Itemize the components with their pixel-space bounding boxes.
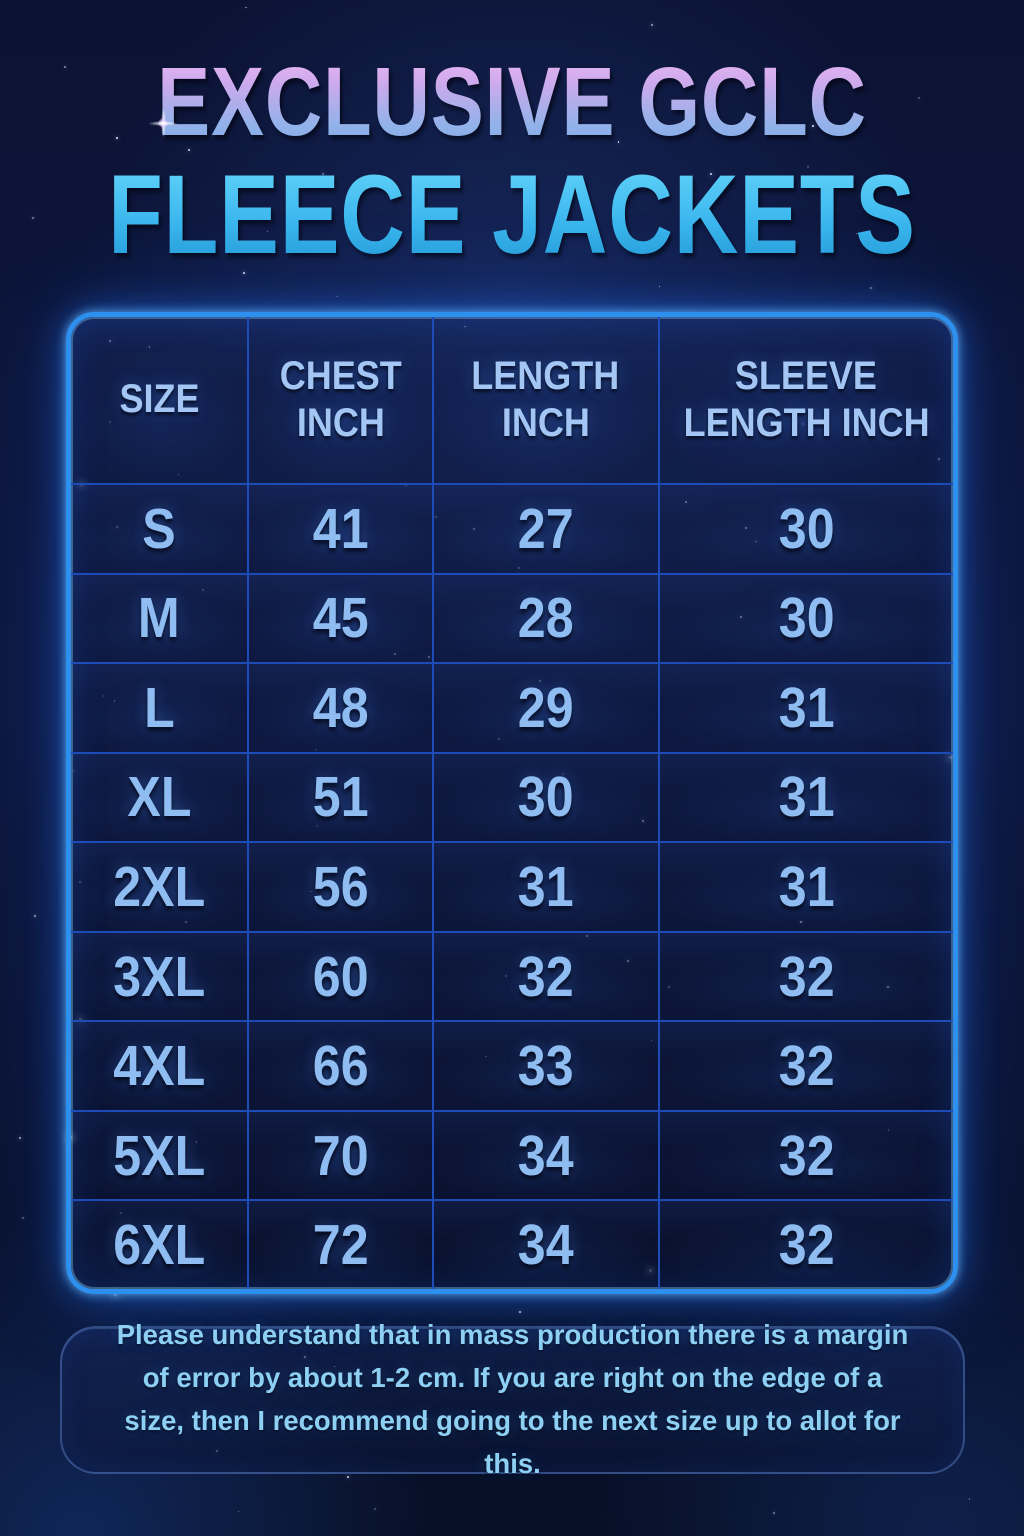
note-text: Please understand that in mass productio… <box>116 1319 909 1479</box>
header-text: LENGTH <box>471 353 620 398</box>
table-cell: 51 <box>247 751 432 842</box>
header-text: SIZE <box>119 377 200 422</box>
column-header-size: SIZE <box>71 317 248 483</box>
size-label-cell: XL <box>71 751 248 842</box>
table-cell: 60 <box>247 930 432 1021</box>
size-label-cell: M <box>71 572 248 663</box>
table-cell: 32 <box>657 1020 953 1110</box>
table-cell: 29 <box>431 662 658 752</box>
column-header-chest-inch: CHEST INCH <box>247 317 432 483</box>
header-text: INCH <box>501 401 590 445</box>
size-label-cell: 6XL <box>71 1199 248 1289</box>
size-label-cell: S <box>71 483 248 573</box>
table-cell: 30 <box>431 751 658 842</box>
table-cell: 30 <box>657 572 953 663</box>
table-cell: 32 <box>657 930 953 1021</box>
table-cell: 56 <box>247 841 432 931</box>
note-box: Please understand that in mass productio… <box>60 1319 965 1479</box>
page-title: EXCLUSIVE GCLC FLEECE JACKETS <box>0 51 1024 273</box>
table-cell: 70 <box>247 1109 432 1200</box>
header-text: LENGTH INCH <box>683 401 930 445</box>
size-label-cell: 3XL <box>71 930 248 1021</box>
table-cell: 32 <box>657 1199 953 1289</box>
table-cell: 41 <box>247 483 432 573</box>
size-label-cell: L <box>71 662 248 752</box>
table-cell: 31 <box>657 751 953 842</box>
table-cell: 34 <box>431 1199 658 1289</box>
table-cell: 31 <box>657 841 953 931</box>
table-cell: 27 <box>431 483 658 573</box>
table-cell: 32 <box>657 1109 953 1200</box>
table-cell: 48 <box>247 662 432 752</box>
header-text: SLEEVE <box>735 353 878 398</box>
header-text: INCH <box>296 401 385 445</box>
table-cell: 30 <box>657 483 953 573</box>
table-cell: 31 <box>431 841 658 931</box>
table-cell: 33 <box>431 1020 658 1110</box>
table-cell: 31 <box>657 662 953 752</box>
sparkle-icon <box>148 108 178 138</box>
size-label-cell: 4XL <box>71 1020 248 1110</box>
size-label-cell: 5XL <box>71 1109 248 1200</box>
table-cell: 32 <box>431 930 658 1021</box>
title-line-2: FLEECE JACKETS <box>102 156 921 273</box>
table-cell: 66 <box>247 1020 432 1110</box>
column-header-length-inch: LENGTH INCH <box>431 317 658 483</box>
header-text: CHEST <box>279 353 402 398</box>
column-header-sleeve-length-inch: SLEEVE LENGTH INCH <box>657 317 953 483</box>
table-cell: 28 <box>431 572 658 663</box>
table-cell: 45 <box>247 572 432 663</box>
title-line-1: EXCLUSIVE GCLC <box>92 51 932 153</box>
size-chart-table: SIZE CHEST INCH LENGTH INCH SLEEVE LENGT… <box>66 312 958 1294</box>
size-label-cell: 2XL <box>71 841 248 931</box>
table-cell: 72 <box>247 1199 432 1289</box>
table-cell: 34 <box>431 1109 658 1200</box>
